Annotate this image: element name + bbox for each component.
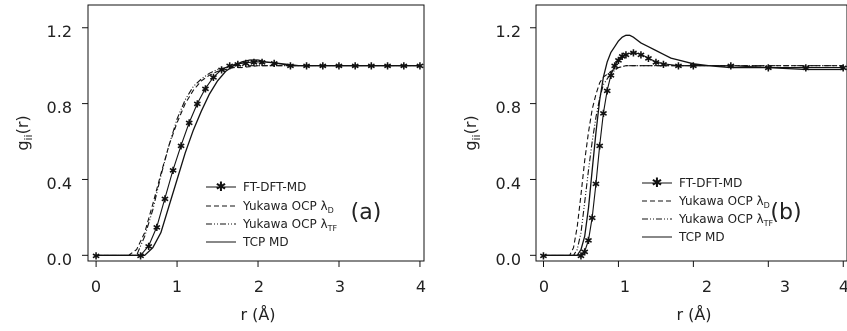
legend-label-yukawa-d: Yukawa OCP λD: [242, 199, 334, 215]
data-point-star: ✱: [209, 73, 217, 84]
legend-label-yukawa-tf: Yukawa OCP λTF: [678, 212, 773, 228]
data-point-star: ✱: [652, 58, 660, 69]
series-line-dash-dot: [96, 65, 420, 256]
data-point-star: ✱: [351, 62, 359, 73]
data-point-star: ✱: [92, 251, 100, 262]
data-point-star: ✱: [136, 251, 144, 262]
data-point-star: ✱: [319, 62, 327, 73]
data-point-star: ✱: [607, 71, 615, 82]
x-axis-label: r (Å): [676, 305, 711, 324]
chart-panel-b: 0.0 0.4 0.8 1.2 0 1 2 3 4 r (Å) gii(r) ✱…: [461, 4, 847, 324]
data-point-star: ✱: [581, 248, 589, 259]
data-point-star: ✱: [250, 58, 258, 69]
series-line-dashed: [543, 65, 844, 256]
data-point-star: ✱: [161, 194, 169, 205]
series-line-dash-dot: [543, 65, 844, 256]
x-axis-label: r (Å): [240, 305, 275, 324]
data-point-star: ✱: [764, 64, 772, 75]
data-point-star: ✱: [644, 54, 652, 65]
data-point-star: ✱: [599, 109, 607, 120]
legend-label-yukawa-d: Yukawa OCP λD: [678, 194, 770, 210]
y-tick-label: 0.4: [47, 174, 72, 193]
data-point-star: ✱: [286, 62, 294, 73]
x-tick-label: 3: [780, 277, 790, 296]
x-tick-label: 4: [416, 277, 426, 296]
data-point-star: ✱: [637, 50, 645, 61]
data-point-star: ✱: [225, 62, 233, 73]
data-point-star: ✱: [416, 62, 424, 73]
y-tick-label: 0.0: [496, 250, 521, 269]
legend-label-ft-dft-md: FT-DFT-MD: [243, 180, 306, 194]
legend: ✱ FT-DFT-MD Yukawa OCP λD Yukawa OCP λTF…: [642, 176, 773, 244]
data-point-star: ✱: [400, 62, 408, 73]
x-tick-label: 2: [702, 277, 712, 296]
data-point-star: ✱: [614, 56, 622, 67]
data-point-star: ✱: [177, 141, 185, 152]
data-point-star: ✱: [659, 60, 667, 71]
data-point-star: ✱: [242, 59, 250, 70]
data-point-star: ✱: [622, 50, 630, 61]
legend: ✱ FT-DFT-MD Yukawa OCP λD Yukawa OCP λTF…: [206, 180, 337, 249]
y-tick-label: 0.8: [47, 98, 72, 117]
data-point-star: ✱: [577, 251, 585, 262]
y-axis-label: gii(r): [13, 115, 35, 150]
legend-star-marker: ✱: [652, 176, 663, 191]
data-point-star: ✱: [539, 251, 547, 262]
y-tick-label: 0.8: [496, 98, 521, 117]
data-point-star: ✱: [302, 62, 310, 73]
series-line-solid: [543, 34, 844, 256]
panel-label: (a): [351, 200, 382, 225]
x-tick-label: 0: [91, 277, 101, 296]
x-tick-label: 3: [335, 277, 345, 296]
legend-label-ft-dft-md: FT-DFT-MD: [679, 176, 742, 190]
data-point-star: ✱: [629, 48, 637, 59]
data-point-star: ✱: [335, 62, 343, 73]
series-line-dashed: [96, 65, 420, 256]
data-point-star: ✱: [217, 65, 225, 76]
data-point-star: ✱: [689, 62, 697, 73]
x-tick-label: 1: [172, 277, 182, 296]
plot-frame: [535, 4, 847, 262]
x-tick-label: 4: [839, 277, 847, 296]
legend-label-yukawa-tf: Yukawa OCP λTF: [242, 217, 337, 233]
x-tick-label: 2: [254, 277, 264, 296]
plot-frame: [87, 4, 425, 262]
series-line-solid: [96, 59, 420, 256]
data-point-star: ✱: [584, 236, 592, 247]
data-point-star: ✱: [201, 84, 209, 95]
legend-label-tcp-md: TCP MD: [678, 230, 725, 244]
data-point-star: ✱: [618, 52, 626, 63]
data-point-star: ✱: [153, 223, 161, 234]
x-tick-label: 1: [620, 277, 630, 296]
y-tick-label: 0.0: [47, 250, 72, 269]
data-point-star: ✱: [193, 100, 201, 111]
y-tick-label: 0.4: [496, 174, 521, 193]
data-point-star: ✱: [258, 58, 266, 69]
data-point-star: ✱: [185, 119, 193, 130]
data-point-star: ✱: [592, 179, 600, 190]
data-point-star: ✱: [367, 62, 375, 73]
y-tick-label: 1.2: [47, 22, 72, 41]
data-point-star: ✱: [674, 62, 682, 73]
data-point-star: ✱: [603, 86, 611, 97]
data-point-star: ✱: [610, 62, 618, 73]
data-point-star: ✱: [383, 62, 391, 73]
y-tick-label: 1.2: [496, 22, 521, 41]
legend-star-marker: ✱: [216, 180, 227, 195]
data-point-star: ✱: [169, 166, 177, 177]
chart-panel-a: 0.0 0.4 0.8 1.2 0 1 2 3 4 r (Å) gii(r) ✱…: [13, 4, 426, 324]
y-axis-label: gii(r): [461, 115, 483, 150]
data-point-star: ✱: [588, 213, 596, 224]
data-point-star: ✱: [145, 242, 153, 253]
data-point-star: ✱: [596, 141, 604, 152]
panel-label: (b): [770, 200, 801, 225]
data-point-star: ✱: [270, 59, 278, 70]
legend-label-tcp-md: TCP MD: [242, 235, 289, 249]
x-tick-label: 0: [539, 277, 549, 296]
